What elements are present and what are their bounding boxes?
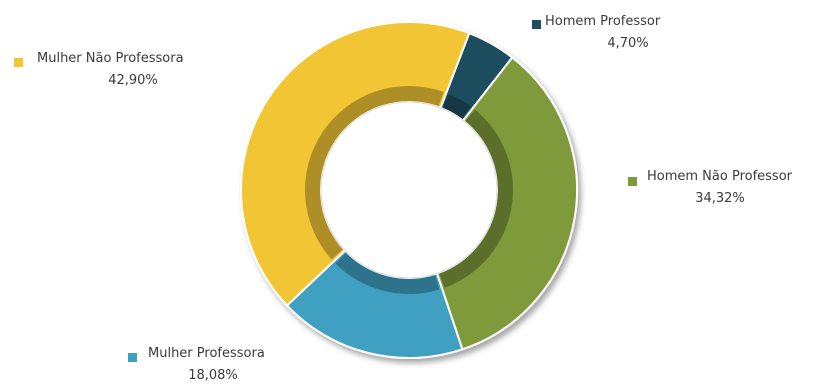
donut-hole (320, 101, 498, 279)
data-label-mulher-nao-professora: Mulher Não Professora 42,90% (14, 51, 184, 88)
slice-bevel-mulher-professora (335, 252, 440, 294)
legend-marker-homem-nao-professor (628, 177, 637, 186)
slice-bevel-homem-professor (443, 93, 471, 119)
value-label-homem-professor: 4,70% (607, 36, 648, 51)
data-label-homem-professor: Homem Professor 4,70% (532, 14, 661, 51)
data-labels: Homem Professor 4,70% Homem Não Professor 3… (14, 14, 793, 383)
slice-bevel-mulher-nao-professora (305, 85, 444, 260)
category-label-mulher-professora: Mulher Professora (148, 346, 265, 361)
value-label-mulher-professora: 18,08% (188, 368, 238, 383)
value-label-homem-nao-professor: 34,32% (695, 191, 745, 206)
category-label-homem-nao-professor: Homem Não Professor (647, 169, 793, 184)
legend-marker-mulher-nao-professora (14, 58, 23, 67)
category-label-mulher-nao-professora: Mulher Não Professora (37, 51, 184, 66)
slice-bevel-homem-nao-professor (439, 109, 514, 288)
value-label-mulher-nao-professora: 42,90% (108, 73, 158, 88)
legend-marker-homem-professor (532, 20, 541, 29)
data-label-homem-nao-professor: Homem Não Professor 34,32% (628, 169, 793, 206)
category-label-homem-professor: Homem Professor (545, 14, 661, 29)
data-label-mulher-professora: Mulher Professora 18,08% (128, 346, 265, 383)
donut-inner-bevels (305, 85, 514, 294)
legend-marker-mulher-professora (128, 353, 137, 362)
